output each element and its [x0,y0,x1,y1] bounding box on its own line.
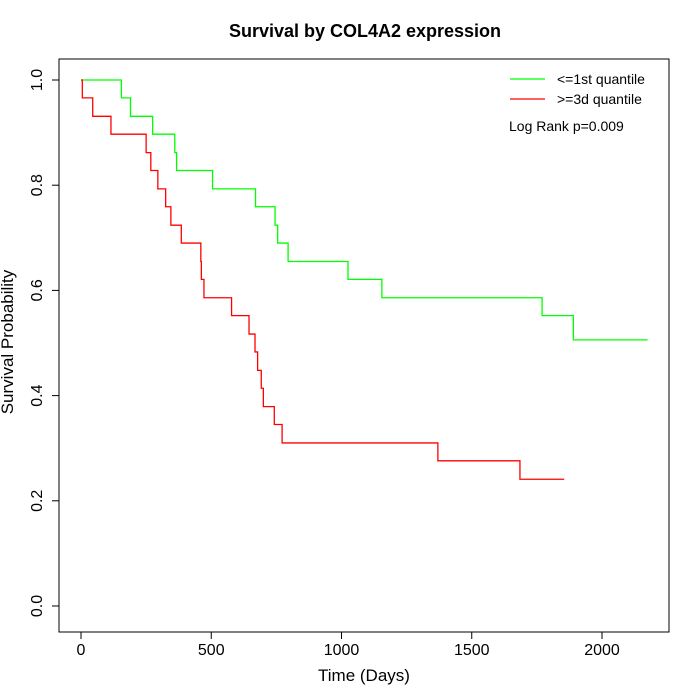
y-tick-label: 0.6 [29,279,46,301]
x-tick-label: 500 [198,642,225,659]
y-tick-label: 0.4 [29,384,46,406]
series-line-0 [81,79,648,341]
legend-label-1: >=3d quantile [557,91,642,107]
legend: <=1st quantile >=3d quantile [510,71,645,107]
y-axis-label: Survival Probability [0,269,17,414]
series-layer [81,79,648,480]
y-tick-label: 1.0 [29,69,46,91]
y-axis: 0.0 0.2 0.4 0.6 0.8 1.0 [29,69,60,617]
x-tick-label: 0 [77,642,86,659]
y-tick-label: 0.2 [29,490,46,512]
legend-label-0: <=1st quantile [557,71,645,87]
series-line-1 [81,79,565,480]
y-tick-label: 0.8 [29,174,46,196]
x-axis: 0 500 1000 1500 2000 [77,631,620,659]
x-tick-label: 2000 [584,642,620,659]
chart-title: Survival by COL4A2 expression [229,21,501,41]
y-tick-label: 0.0 [29,595,46,617]
x-axis-label: Time (Days) [318,666,410,685]
x-tick-label: 1000 [324,642,360,659]
x-tick-label: 1500 [454,642,490,659]
log-rank-annotation: Log Rank p=0.009 [509,118,624,134]
